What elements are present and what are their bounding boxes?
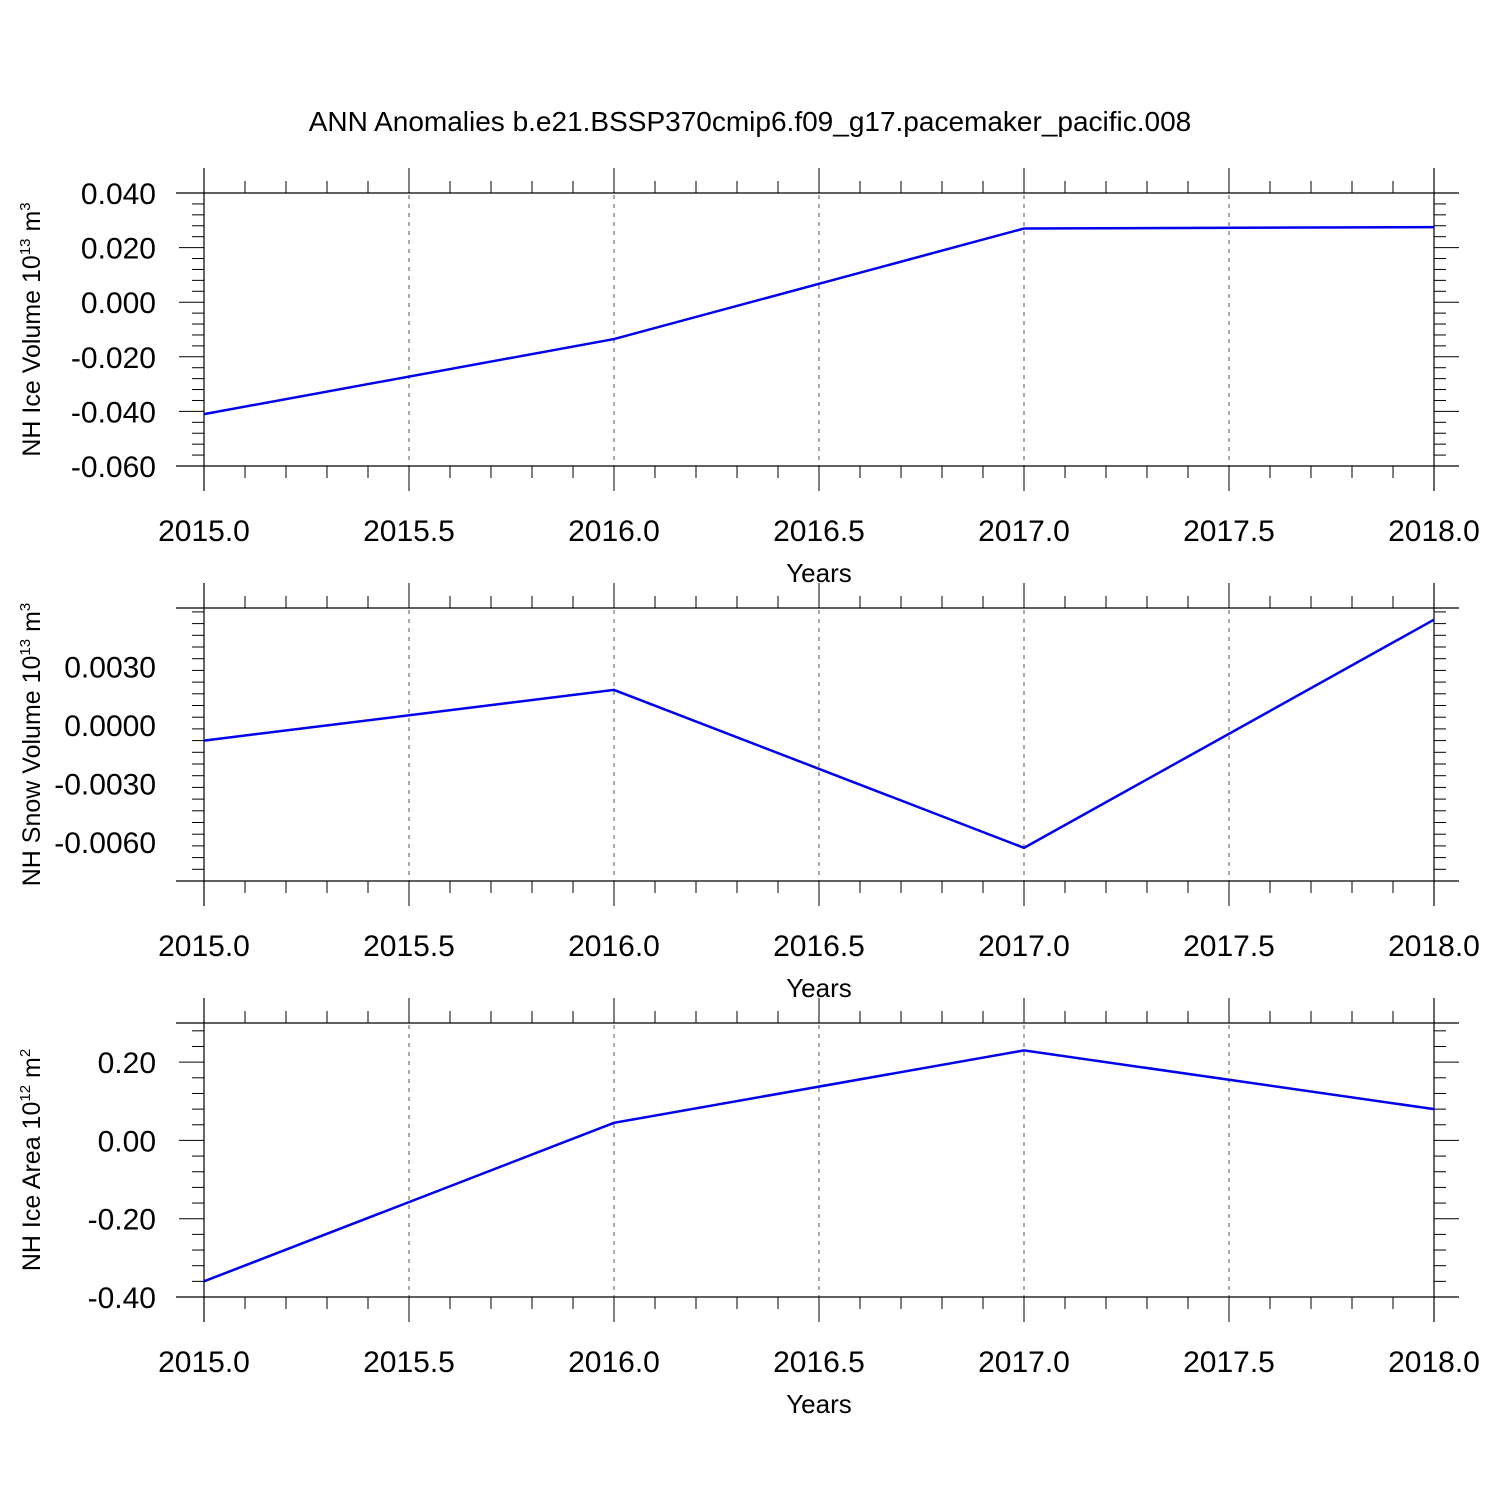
x-tick-label: 2015.5 [363,515,455,548]
y-axis-title-unit-sup: 2 [17,1049,34,1057]
y-tick-label: 0.020 [81,233,156,266]
y-axis-title: NH Ice Area 1012 m2 [17,1049,46,1271]
y-tick-label: -0.20 [88,1204,156,1237]
y-axis-title-sup: 12 [17,1085,34,1102]
x-tick-label: 2017.0 [978,515,1070,548]
y-axis-title-sup: 13 [17,639,34,656]
x-tick-label: 2016.0 [568,930,660,963]
y-tick-label: -0.040 [71,396,156,429]
x-tick-label: 2017.5 [1183,930,1275,963]
series-line [203,225,1435,416]
panel-2: -0.0060 -0.0030 0.0000 0.0030 2015.0 2015.5 20… [17,583,1480,1003]
y-axis-title-unit: m [18,611,46,639]
y-tick-label: -0.060 [71,451,156,484]
y-tick-label: 0.00 [98,1125,156,1158]
y-tick-label: -0.40 [88,1282,156,1315]
y-tick-label: -0.0030 [54,769,156,802]
y-tick-label: 0.000 [81,287,156,320]
y-tick-label: 0.0000 [64,710,156,743]
x-tick-label: 2016.5 [773,930,865,963]
y-axis-title: NH Ice Volume 1013 m3 [17,202,46,456]
panel-1: -0.060 -0.040 -0.020 0.000 0.020 0.040 2015.0 2… [17,168,1480,588]
x-tick-label: 2015.0 [158,1346,250,1379]
x-tick-label: 2018.0 [1388,1346,1480,1379]
x-tick-label: 2018.0 [1388,515,1480,548]
x-tick-label: 2016.0 [568,515,660,548]
y-axis-title-main: NH Snow Volume 10 [18,656,46,887]
x-tick-label: 2015.5 [363,1346,455,1379]
x-tick-label: 2017.5 [1183,515,1275,548]
x-tick-label: 2017.0 [978,1346,1070,1379]
y-tick-label: 0.0030 [64,652,156,685]
y-axis-title-unit: m [18,1057,46,1085]
x-tick-label: 2017.5 [1183,1346,1275,1379]
y-axis-title-unit-sup: 3 [17,603,34,611]
panels: -0.060 -0.040 -0.020 0.000 0.020 0.040 2015.0 2… [17,168,1480,1419]
x-tick-label: 2016.5 [773,1346,865,1379]
y-tick-label: -0.0060 [54,827,156,860]
y-axis-title-sup: 13 [17,238,34,255]
chart-title: ANN Anomalies b.e21.BSSP370cmip6.f09_g17… [309,106,1192,137]
y-axis-title-main: NH Ice Area 10 [18,1102,46,1272]
x-tick-label: 2016.0 [568,1346,660,1379]
x-tick-label: 2015.0 [158,930,250,963]
y-axis-title: NH Snow Volume 1013 m3 [17,603,46,887]
series-line [203,618,1435,850]
x-tick-label: 2015.0 [158,515,250,548]
series-line [203,1049,1435,1283]
y-axis-title-unit: m [18,211,46,239]
x-tick-label: 2015.5 [363,930,455,963]
panel-3: -0.40 -0.20 0.00 0.20 2015.0 2015.5 2016.0 2016… [17,998,1480,1419]
y-tick-label: -0.020 [71,342,156,375]
x-axis-title: Years [786,1389,852,1419]
y-tick-label: 0.040 [81,178,156,211]
x-tick-label: 2016.5 [773,515,865,548]
y-axis-title-unit-sup: 3 [17,202,34,210]
x-tick-label: 2017.0 [978,930,1070,963]
x-tick-label: 2018.0 [1388,930,1480,963]
y-tick-label: 0.20 [98,1047,156,1080]
y-axis-title-main: NH Ice Volume 10 [18,255,46,457]
